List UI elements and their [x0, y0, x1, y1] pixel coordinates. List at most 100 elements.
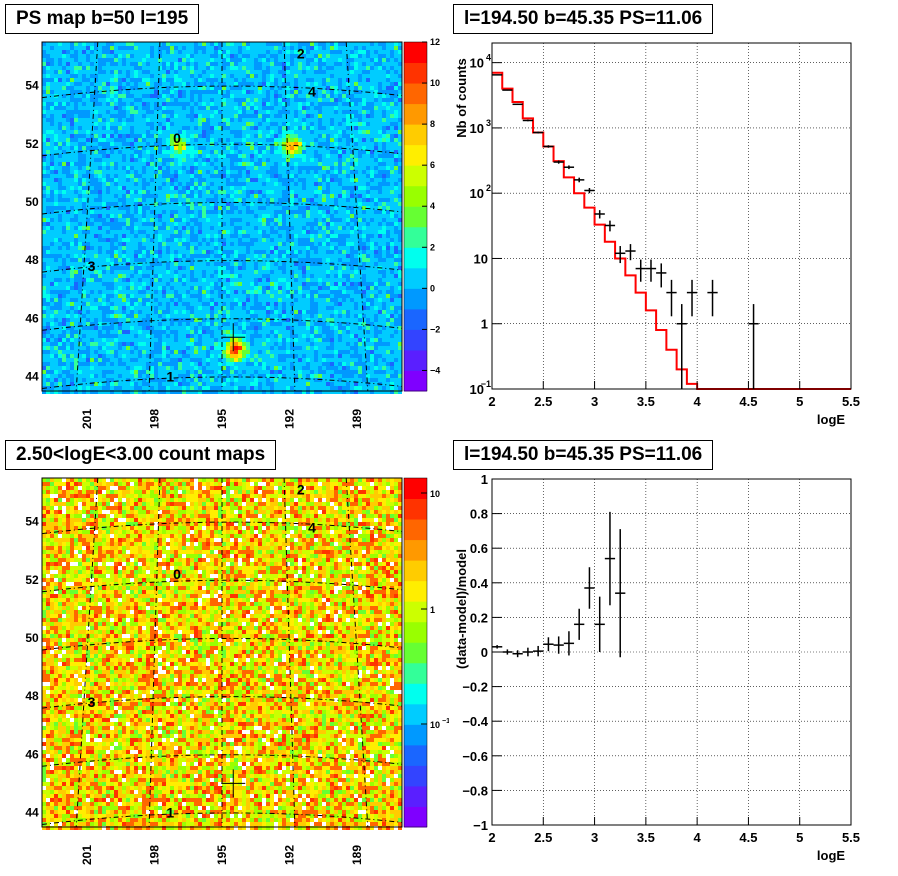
map-pixel	[350, 94, 354, 98]
map-pixel	[182, 138, 186, 142]
map-pixel	[314, 130, 318, 134]
map-pixel	[274, 258, 278, 262]
map-pixel	[346, 230, 350, 234]
map-pixel	[286, 226, 290, 230]
map-pixel	[350, 146, 354, 150]
map-pixel	[86, 234, 90, 238]
map-pixel	[198, 154, 202, 158]
map-pixel	[334, 230, 338, 234]
map-pixel	[66, 238, 70, 242]
map-pixel	[222, 90, 226, 94]
map-pixel	[358, 138, 362, 142]
map-pixel	[310, 178, 314, 182]
map-pixel	[286, 42, 290, 46]
map-pixel	[86, 78, 90, 82]
map-pixel	[342, 154, 346, 158]
map-pixel	[50, 90, 54, 94]
map-pixel	[310, 58, 314, 62]
map-pixel	[278, 190, 282, 194]
map-pixel	[286, 234, 290, 238]
map-pixel	[106, 162, 110, 166]
map-pixel	[238, 154, 242, 158]
map-pixel	[326, 110, 330, 114]
map-pixel	[342, 94, 346, 98]
map-pixel	[382, 70, 386, 74]
map-pixel	[90, 210, 94, 214]
map-pixel	[378, 254, 382, 258]
map-pixel	[242, 62, 246, 66]
map-pixel	[222, 66, 226, 70]
map-pixel	[366, 122, 370, 126]
map-pixel	[234, 250, 238, 254]
map-pixel	[398, 170, 402, 174]
map-pixel	[150, 66, 154, 70]
map-pixel	[326, 198, 330, 202]
map-pixel	[134, 90, 138, 94]
map-pixel	[154, 202, 158, 206]
map-pixel	[262, 70, 266, 74]
map-pixel	[94, 98, 98, 102]
map-pixel	[258, 174, 262, 178]
map-pixel	[146, 162, 150, 166]
map-pixel	[258, 178, 262, 182]
map-pixel	[278, 138, 282, 142]
map-pixel	[78, 86, 82, 90]
map-pixel	[290, 90, 294, 94]
map-pixel	[126, 250, 130, 254]
map-pixel	[226, 222, 230, 226]
map-pixel	[282, 242, 286, 246]
map-pixel	[198, 90, 202, 94]
map-pixel	[242, 198, 246, 202]
map-pixel	[362, 250, 366, 254]
map-pixel	[390, 230, 394, 234]
map-pixel	[186, 206, 190, 210]
map-pixel	[306, 126, 310, 130]
map-pixel	[166, 66, 170, 70]
map-pixel	[242, 206, 246, 210]
map-pixel	[386, 158, 390, 162]
map-pixel	[290, 222, 294, 226]
map-pixel	[86, 150, 90, 154]
map-pixel	[206, 162, 210, 166]
map-pixel	[290, 94, 294, 98]
map-pixel	[42, 50, 46, 54]
map-pixel	[206, 142, 210, 146]
map-pixel	[270, 202, 274, 206]
map-pixel	[286, 250, 290, 254]
map-pixel	[114, 210, 118, 214]
map-pixel	[210, 158, 214, 162]
map-pixel	[178, 42, 182, 46]
map-pixel	[122, 250, 126, 254]
map-pixel	[170, 210, 174, 214]
map-pixel	[194, 82, 198, 86]
map-pixel	[378, 90, 382, 94]
map-pixel	[134, 126, 138, 130]
map-pixel	[86, 118, 90, 122]
map-pixel	[266, 222, 270, 226]
map-pixel	[98, 226, 102, 230]
map-pixel	[86, 262, 90, 266]
map-pixel	[382, 86, 386, 90]
map-pixel	[134, 70, 138, 74]
map-pixel	[42, 146, 46, 150]
map-pixel	[78, 90, 82, 94]
map-pixel	[294, 146, 298, 150]
map-pixel	[298, 62, 302, 66]
map-pixel	[358, 246, 362, 250]
map-pixel	[258, 146, 262, 150]
map-pixel	[118, 50, 122, 54]
map-pixel	[126, 166, 130, 170]
map-pixel	[246, 246, 250, 250]
map-pixel	[338, 74, 342, 78]
map-pixel	[306, 214, 310, 218]
map-pixel	[118, 134, 122, 138]
map-pixel	[174, 234, 178, 238]
map-pixel	[54, 98, 58, 102]
map-pixel	[122, 174, 126, 178]
map-pixel	[246, 138, 250, 142]
map-pixel	[394, 238, 398, 242]
map-pixel	[278, 74, 282, 78]
map-pixel	[210, 102, 214, 106]
map-pixel	[106, 130, 110, 134]
map-pixel	[250, 258, 254, 262]
